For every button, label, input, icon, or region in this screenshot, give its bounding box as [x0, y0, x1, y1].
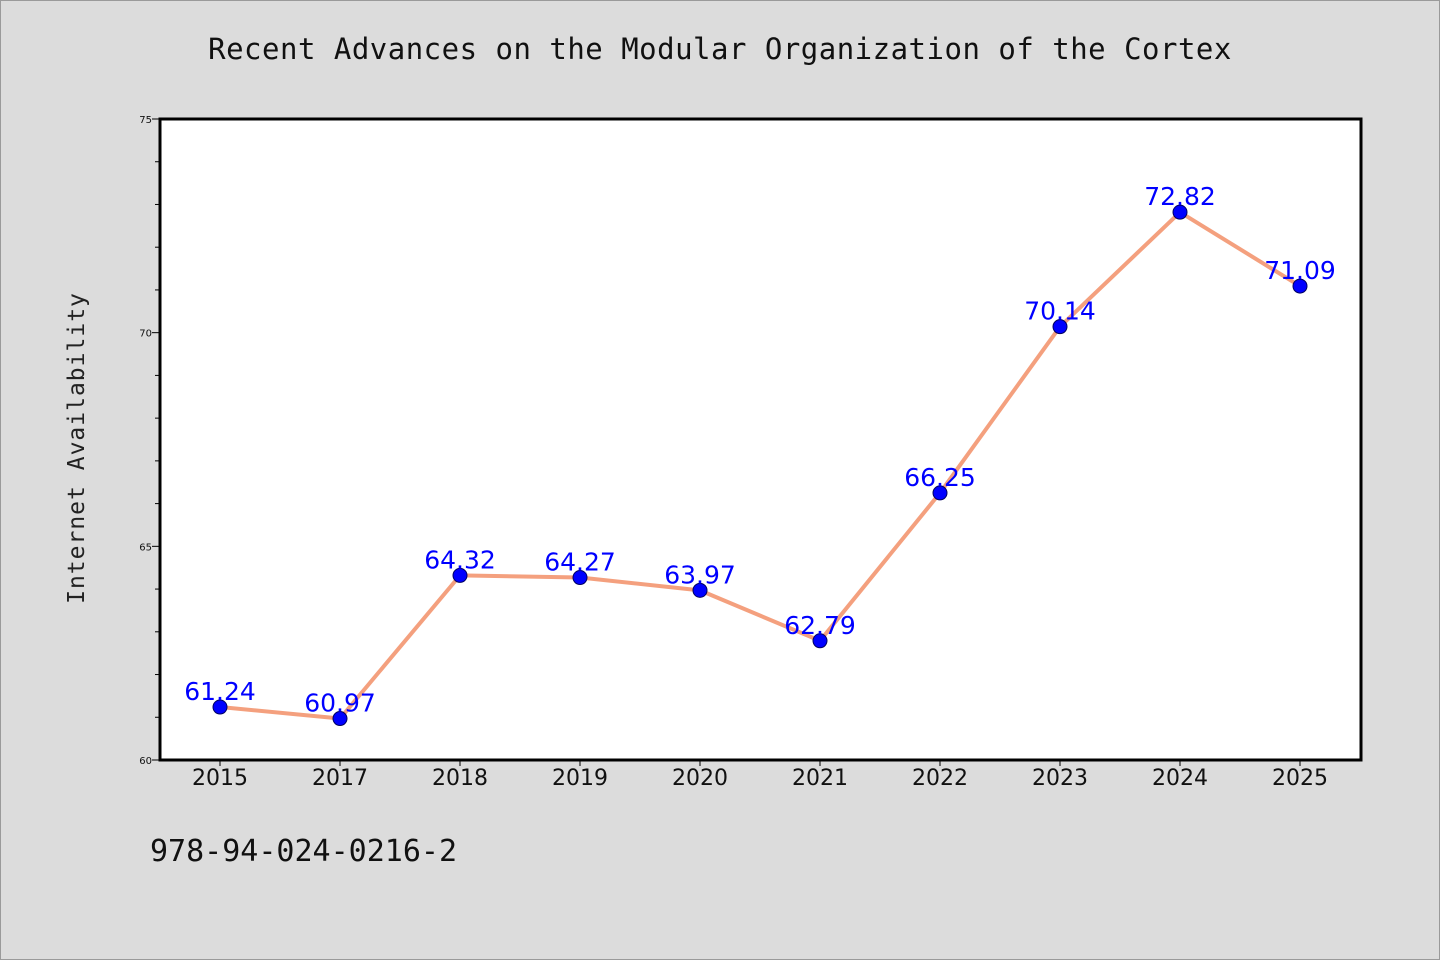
- data-label: 61.24: [184, 677, 256, 706]
- y-tick-label: 75: [139, 115, 152, 126]
- data-point: [572, 570, 588, 586]
- data-point: [1052, 319, 1068, 335]
- data-label: 64.32: [424, 545, 496, 574]
- plot-area: [158, 117, 1363, 762]
- data-point: [1292, 278, 1308, 294]
- x-tick-label: 2022: [912, 766, 968, 791]
- y-tick-label: 60: [139, 756, 152, 767]
- data-point: [212, 699, 228, 715]
- x-axis-ticks: 2015 2017 2018 2019 2020 2021 2022 2023 2024 2025: [192, 760, 1328, 791]
- data-label: 62.79: [784, 611, 856, 640]
- isbn-text: 978-94-024-0216-2: [150, 834, 458, 869]
- x-tick-label: 2020: [672, 766, 728, 791]
- x-tick-label: 2018: [432, 766, 488, 791]
- data-label: 70.14: [1024, 297, 1096, 326]
- y-axis-ticks: 60 65 70 75: [139, 115, 160, 767]
- data-point: [452, 567, 468, 583]
- data-label: 72.82: [1144, 182, 1216, 211]
- data-point: [332, 711, 348, 727]
- x-tick-label: 2023: [1032, 766, 1088, 791]
- x-tick-label: 2015: [192, 766, 248, 791]
- data-point: [1172, 204, 1188, 220]
- x-tick-label: 2024: [1152, 766, 1208, 791]
- data-point: [932, 485, 948, 501]
- x-tick-label: 2017: [312, 766, 368, 791]
- data-labels: 61.24 60.97 64.32 64.27 63.97 62.79 66.25 70.14…: [184, 182, 1336, 717]
- series-line: [219, 210, 1302, 721]
- y-tick-label: 70: [139, 329, 152, 340]
- y-tick-label: 65: [139, 542, 152, 553]
- data-label: 71.09: [1264, 256, 1336, 285]
- x-tick-label: 2025: [1272, 766, 1328, 791]
- series-markers: [212, 204, 1308, 727]
- data-label: 64.27: [544, 548, 616, 577]
- chart-title: Recent Advances on the Modular Organizat…: [208, 32, 1232, 66]
- data-label: 66.25: [904, 463, 976, 492]
- data-label: 60.97: [304, 689, 376, 718]
- data-label: 63.97: [664, 560, 736, 589]
- x-tick-label: 2021: [792, 766, 848, 791]
- x-tick-label: 2019: [552, 766, 608, 791]
- data-point: [812, 633, 828, 649]
- data-point: [692, 582, 708, 598]
